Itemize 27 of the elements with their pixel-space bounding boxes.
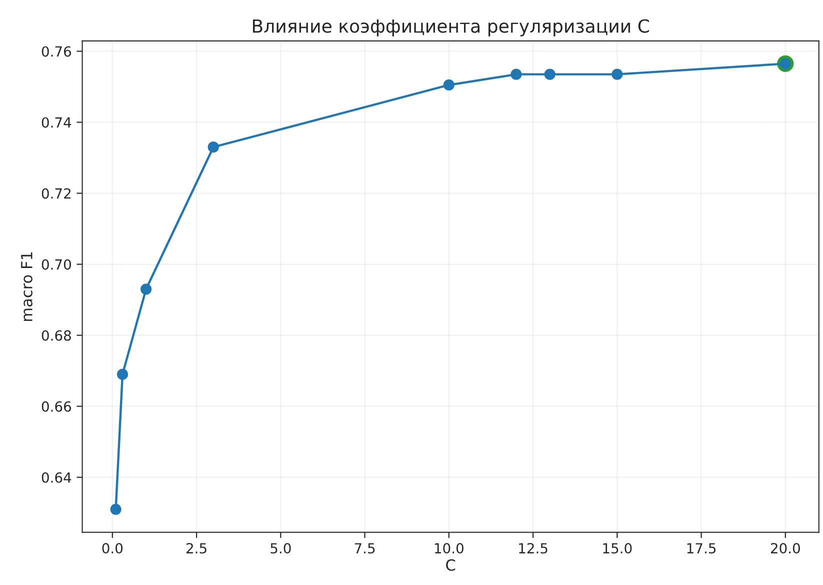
x-tick-label: 12.5: [519, 543, 548, 554]
x-tick-label: 15.0: [603, 543, 632, 554]
y-axis-title: macro F1: [21, 252, 32, 321]
point: [116, 368, 128, 380]
x-tick-label: 17.5: [687, 543, 716, 554]
point: [510, 68, 522, 80]
point: [208, 142, 219, 153]
y-tick-label: 0.76: [42, 46, 72, 57]
x-tick-label: 5.0: [270, 543, 291, 554]
x-tick-label: 7.5: [354, 543, 375, 554]
x-tick-label: 20.0: [770, 543, 800, 554]
x-tick-label: 2.5: [186, 543, 206, 554]
point: [110, 504, 122, 515]
point: [544, 68, 556, 80]
y-tick-label: 0.72: [42, 188, 70, 199]
y-tick-label: 0.74: [42, 117, 72, 128]
x-tick-label: 10.0: [434, 543, 464, 554]
y-tick-label: 0.64: [42, 472, 72, 483]
point: [443, 79, 454, 91]
y-tick-label: 0.70: [42, 259, 71, 270]
point: [612, 68, 623, 80]
x-tick-label: 0.0: [102, 543, 123, 554]
y-tick-label: 0.66: [42, 401, 72, 412]
y-tick-label: 0.68: [42, 330, 71, 341]
x-axis-title: C: [446, 559, 456, 571]
chart-title: Влияние коэффициента регуляризации C: [252, 19, 649, 36]
point: [140, 284, 152, 295]
